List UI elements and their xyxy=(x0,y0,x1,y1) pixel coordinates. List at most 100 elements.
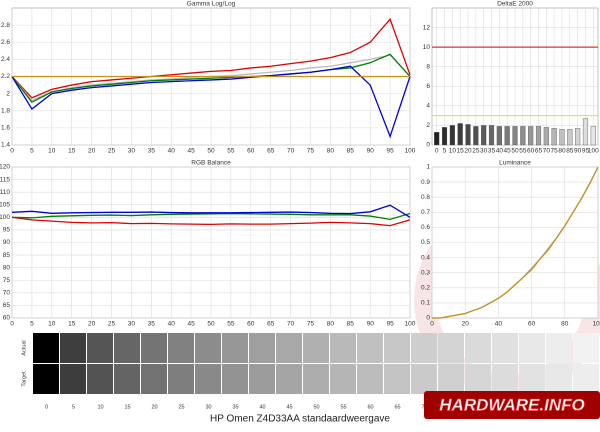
x-tick-label: 70 xyxy=(287,148,295,155)
bar xyxy=(567,129,573,146)
swatch xyxy=(465,333,491,363)
y-tick-label: 2.2 xyxy=(1,73,10,80)
bar xyxy=(559,129,565,146)
bar xyxy=(535,126,542,146)
x-tick-label: 80 xyxy=(561,321,569,328)
x-tick-label: 75 xyxy=(307,321,315,328)
x-tick-label: 80 xyxy=(558,148,566,155)
y-tick-label: 0 xyxy=(426,315,430,322)
swatch xyxy=(87,333,113,363)
x-tick-label: 25 xyxy=(108,321,116,328)
x-tick-label: 85 xyxy=(566,148,574,155)
swatch xyxy=(492,364,518,394)
swatch-label: 60 xyxy=(367,404,373,410)
y-tick-label: 70 xyxy=(3,290,11,297)
chart-title: Gamma Log/Log xyxy=(187,1,236,8)
swatch xyxy=(357,364,383,394)
y-tick-label: 2.8 xyxy=(1,22,10,29)
swatch xyxy=(384,364,410,394)
swatch-label: 35 xyxy=(232,404,238,410)
swatch-label: 40 xyxy=(259,404,265,410)
x-tick-label: 85 xyxy=(347,148,355,155)
x-tick-label: 35 xyxy=(148,321,156,328)
series-line xyxy=(11,17,411,99)
x-tick-label: 10 xyxy=(48,321,56,328)
y-tick-label: 80 xyxy=(3,264,11,271)
x-tick-label: 80 xyxy=(327,148,335,155)
x-tick-label: 85 xyxy=(347,321,355,328)
swatch xyxy=(411,364,437,394)
x-tick-label: 60 xyxy=(247,321,255,328)
swatch xyxy=(114,364,140,394)
swatch-label: 0 xyxy=(45,404,48,410)
swatch-label: 30 xyxy=(205,404,211,410)
swatch xyxy=(303,364,329,394)
bar xyxy=(441,127,448,146)
bar xyxy=(590,126,596,146)
x-tick-label: 55 xyxy=(227,321,235,328)
x-tick-label: 0 xyxy=(10,321,14,328)
swatch-label: 65 xyxy=(394,404,400,410)
y-tick-label: 0.6 xyxy=(421,224,430,231)
swatch xyxy=(249,364,275,394)
x-tick-label: 20 xyxy=(88,321,96,328)
x-tick-label: 100 xyxy=(593,321,600,328)
swatch xyxy=(438,364,464,394)
x-tick-label: 0 xyxy=(430,321,434,328)
series-line xyxy=(11,216,411,227)
swatch xyxy=(276,333,302,363)
x-tick-label: 90 xyxy=(367,148,375,155)
x-tick-label: 45 xyxy=(187,148,195,155)
y-tick-label: 0.2 xyxy=(421,285,430,292)
bar xyxy=(504,126,510,146)
y-tick-label: 6 xyxy=(426,83,430,90)
swatch xyxy=(357,333,383,363)
y-tick-label: 12 xyxy=(423,24,431,31)
swatch xyxy=(141,333,167,363)
y-tick-label: 65 xyxy=(3,302,11,309)
y-tick-label: 0.3 xyxy=(421,269,430,276)
x-tick-label: 100 xyxy=(405,321,416,328)
swatch-label: 15 xyxy=(124,404,130,410)
x-tick-label: 75 xyxy=(307,148,315,155)
swatch xyxy=(168,333,194,363)
bar xyxy=(481,125,487,146)
x-tick-label: 5 xyxy=(30,321,34,328)
x-tick-label: 100 xyxy=(588,148,599,155)
bar xyxy=(488,125,495,146)
chart-title: DeltaE 2000 xyxy=(497,1,533,8)
y-tick-label: 75 xyxy=(3,277,11,284)
swatch xyxy=(87,364,113,394)
swatch-label: 10 xyxy=(97,404,103,410)
y-tick-label: 0.4 xyxy=(421,254,430,261)
y-tick-label: 2.4 xyxy=(1,56,10,63)
swatch-label: 45 xyxy=(286,404,292,410)
x-tick-label: 60 xyxy=(528,321,536,328)
swatch-label: 20 xyxy=(151,404,157,410)
y-tick-label: 1.6 xyxy=(1,125,10,132)
x-tick-label: 30 xyxy=(480,148,488,155)
swatch xyxy=(249,333,275,363)
x-tick-label: 35 xyxy=(148,148,156,155)
y-tick-label: 90 xyxy=(3,239,11,246)
y-tick-label: 2 xyxy=(6,90,10,97)
bar xyxy=(512,126,518,146)
x-tick-label: 25 xyxy=(108,148,116,155)
x-tick-label: 20 xyxy=(462,321,470,328)
y-tick-label: 2 xyxy=(426,122,430,129)
x-tick-label: 70 xyxy=(543,148,551,155)
y-tick-label: 1.8 xyxy=(1,107,10,114)
swatch xyxy=(546,333,572,363)
row-label: Actual xyxy=(21,340,27,355)
x-tick-label: 45 xyxy=(504,148,512,155)
x-tick-label: 30 xyxy=(128,148,136,155)
x-tick-label: 90 xyxy=(367,321,375,328)
bar xyxy=(543,127,549,146)
x-tick-label: 30 xyxy=(128,321,136,328)
swatch xyxy=(195,333,221,363)
x-tick-label: 5 xyxy=(30,148,34,155)
swatch xyxy=(330,333,356,363)
x-tick-label: 65 xyxy=(267,148,275,155)
